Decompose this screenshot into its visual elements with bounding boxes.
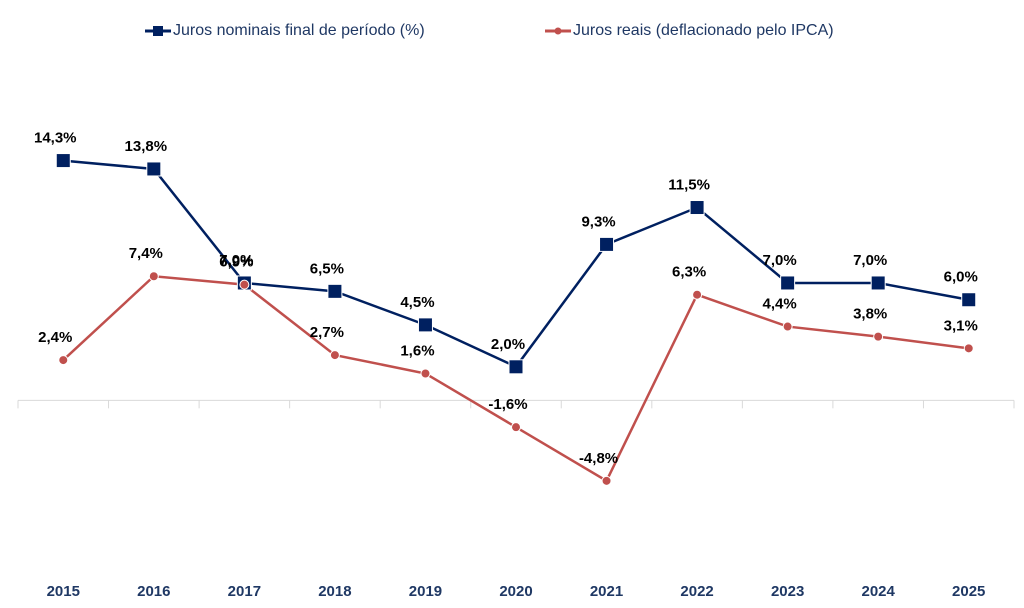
point	[508, 359, 524, 375]
point	[417, 317, 433, 333]
data-label: 2,7%	[310, 324, 344, 341]
data-label: 1,6%	[400, 342, 434, 359]
point	[782, 321, 793, 332]
point	[58, 355, 69, 366]
point	[239, 279, 250, 290]
point	[146, 161, 162, 177]
data-label: 2,4%	[38, 329, 72, 346]
point	[692, 289, 703, 300]
point	[329, 350, 340, 361]
x-tick-label: 2019	[409, 583, 442, 600]
legend-label: Juros nominais final de período (%)	[173, 22, 425, 39]
x-tick-label: 2023	[771, 583, 804, 600]
point	[870, 275, 886, 291]
x-tick-label: 2021	[590, 583, 623, 600]
data-label: 11,5%	[668, 176, 710, 193]
data-label: 6,0%	[944, 269, 978, 286]
data-label: 4,5%	[400, 294, 434, 311]
data-label: -1,6%	[488, 396, 527, 413]
x-tick-label: 2025	[952, 583, 985, 600]
data-label: 4,4%	[763, 296, 797, 313]
x-tick-label: 2022	[680, 583, 713, 600]
data-label: 6,5%	[310, 260, 344, 277]
legend-marker	[153, 26, 163, 36]
point	[55, 153, 71, 169]
legend-label: Juros reais (deflacionado pelo IPCA)	[573, 22, 834, 39]
x-tick-label: 2015	[47, 583, 80, 600]
data-label: -4,8%	[579, 450, 618, 467]
point	[780, 275, 796, 291]
point	[689, 200, 705, 216]
legend-marker	[554, 27, 562, 35]
point	[148, 271, 159, 282]
series-line	[62, 274, 969, 483]
x-tick-label: 2024	[861, 583, 895, 600]
data-label: 6,3%	[672, 264, 706, 281]
point	[599, 236, 615, 252]
x-tick-label: 2017	[228, 583, 261, 600]
point	[420, 368, 431, 379]
data-label: 6,9%	[219, 254, 253, 271]
data-label: 9,3%	[581, 213, 615, 230]
point	[601, 475, 612, 486]
data-label: 7,0%	[219, 252, 253, 269]
data-label: 7,4%	[129, 245, 163, 262]
data-label: 3,8%	[853, 306, 887, 323]
point	[963, 343, 974, 354]
x-tick-label: 2020	[499, 583, 532, 600]
x-tick-label: 2018	[318, 583, 351, 600]
data-label: 3,1%	[944, 317, 978, 334]
point	[961, 292, 977, 308]
point	[511, 422, 521, 433]
data-label: 14,3%	[34, 130, 77, 147]
x-tick-label: 2016	[137, 583, 170, 600]
data-label: 7,0%	[763, 252, 797, 269]
point	[873, 331, 884, 342]
data-label: 7,0%	[853, 252, 887, 269]
data-label: 13,8%	[125, 138, 168, 155]
data-label: 2,0%	[491, 336, 525, 353]
point	[327, 283, 343, 299]
